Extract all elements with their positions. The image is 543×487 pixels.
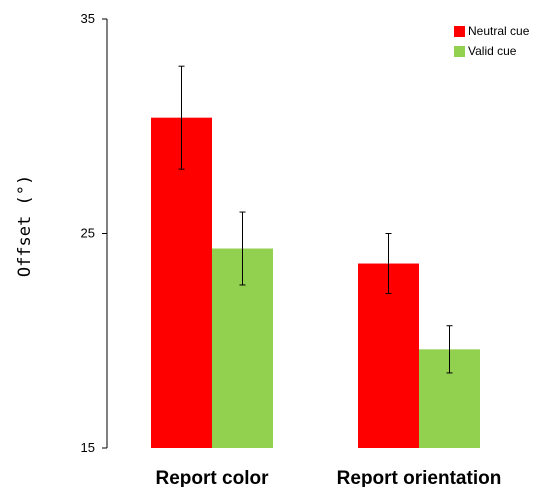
y-axis: 15 25 35 bbox=[81, 11, 108, 455]
legend: Neutral cue Valid cue bbox=[454, 24, 530, 58]
legend-swatch bbox=[454, 26, 465, 37]
y-axis-label: Offset (°) bbox=[15, 175, 35, 277]
x-category-label: Report color bbox=[156, 468, 270, 487]
legend-swatch bbox=[454, 46, 465, 57]
bar bbox=[358, 263, 419, 448]
x-category-label: Report orientation bbox=[337, 468, 502, 487]
y-tick-label: 25 bbox=[81, 226, 95, 241]
y-tick-label: 35 bbox=[81, 11, 95, 26]
legend-label: Neutral cue bbox=[468, 24, 530, 38]
y-tick-label: 15 bbox=[81, 440, 95, 455]
error-bars bbox=[178, 65, 453, 374]
x-axis-categories: Report color Report orientation bbox=[156, 468, 502, 487]
legend-label: Valid cue bbox=[468, 44, 517, 58]
bars bbox=[151, 117, 480, 449]
bar bbox=[151, 117, 212, 449]
